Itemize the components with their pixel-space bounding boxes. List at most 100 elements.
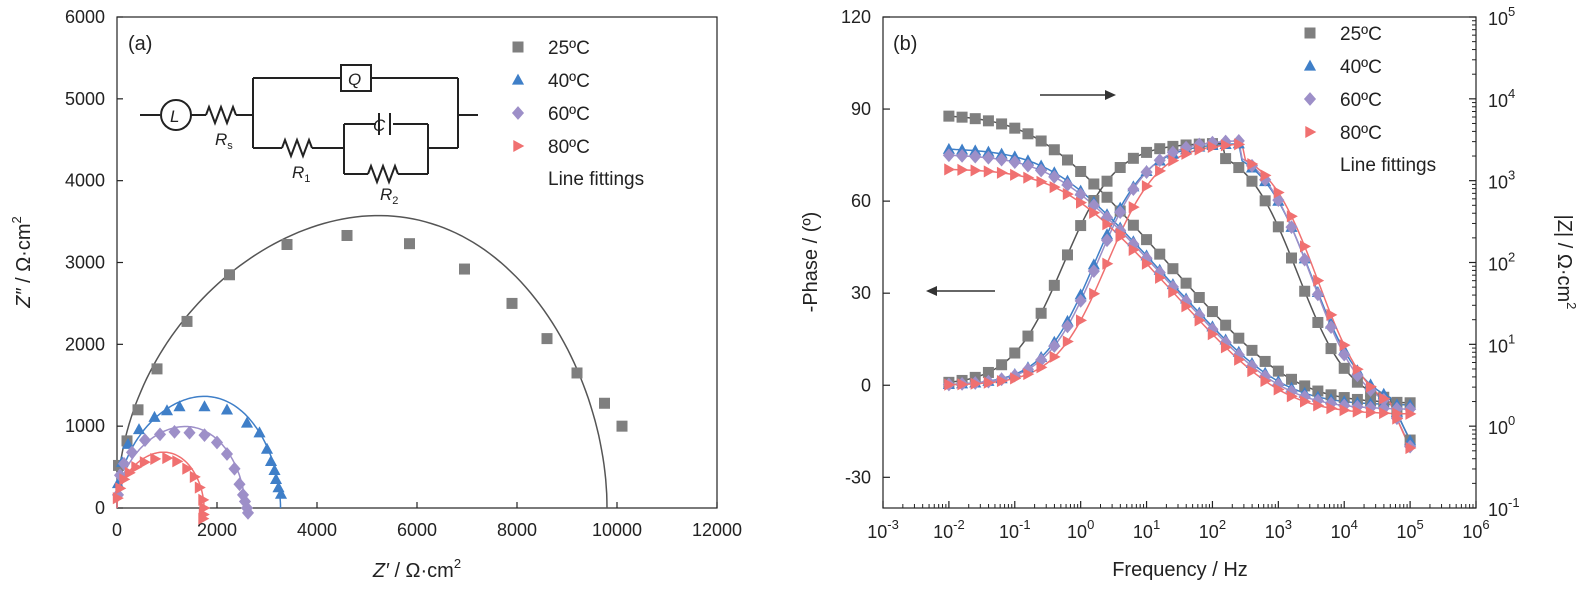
marker-modulus-80 bbox=[1326, 402, 1338, 415]
marker-modulus-80 bbox=[1023, 171, 1035, 184]
marker-a-80 bbox=[119, 473, 131, 486]
marker-a-80 bbox=[194, 481, 206, 494]
circuit-label-r1-sub: 1 bbox=[304, 173, 310, 185]
marker-modulus-25 bbox=[1193, 292, 1205, 304]
legend-b-item-60: 60ºC bbox=[1340, 90, 1382, 111]
legend-a-item-60: 60ºC bbox=[548, 104, 590, 125]
marker-modulus-80 bbox=[1339, 404, 1351, 417]
y-tick-exp-right-b: 5 bbox=[1508, 4, 1515, 19]
circuit-resistor-r2 bbox=[367, 163, 399, 185]
x-axis-var-a: Z′ bbox=[372, 560, 390, 582]
marker-phase-25 bbox=[1286, 252, 1298, 264]
y-tick-label-left-b: 30 bbox=[851, 283, 871, 303]
y-tick-label-a: 3000 bbox=[65, 253, 105, 273]
marker-phase-80 bbox=[1023, 368, 1035, 381]
marker-phase-80 bbox=[1102, 257, 1114, 270]
y-tick-base-right-b: 10 bbox=[1488, 336, 1508, 356]
x-tick-label-b: 102 bbox=[1199, 517, 1226, 542]
x-tick-exp-b: 6 bbox=[1482, 517, 1489, 532]
marker-a-40 bbox=[274, 487, 288, 499]
svg-text:R2: R2 bbox=[380, 185, 398, 207]
x-tick-base-b: 10 bbox=[1067, 522, 1087, 542]
marker-modulus-80 bbox=[1220, 341, 1232, 354]
marker-phase-80 bbox=[1352, 363, 1364, 376]
marker-a-60 bbox=[220, 447, 234, 461]
y-tick-label-right-b: 100 bbox=[1488, 413, 1515, 438]
y-axis-right-unit-b: / Ω·cm bbox=[1553, 237, 1575, 302]
marker-a-80 bbox=[115, 482, 127, 495]
y-tick-label-left-b: 90 bbox=[851, 99, 871, 119]
marker-modulus-25 bbox=[1180, 277, 1192, 289]
marker-modulus-80 bbox=[944, 163, 956, 176]
marker-phase-25 bbox=[1272, 221, 1284, 233]
marker-modulus-80 bbox=[1181, 300, 1193, 313]
y-tick-exp-right-b: 0 bbox=[1508, 413, 1515, 428]
marker-a-25 bbox=[599, 397, 610, 409]
marker-a-60 bbox=[168, 425, 181, 439]
x-tick-exp-b: 1 bbox=[1153, 517, 1160, 532]
marker-phase-80 bbox=[1128, 201, 1140, 214]
x-tick-label-b: 10-1 bbox=[999, 517, 1031, 542]
marker-phase-80 bbox=[1049, 350, 1061, 363]
circuit-label-r2: R bbox=[380, 185, 392, 204]
marker-a-80 bbox=[189, 470, 201, 483]
marker-modulus-60 bbox=[1048, 170, 1061, 184]
y-tick-label-a: 1000 bbox=[65, 416, 105, 436]
marker-a-25 bbox=[459, 263, 470, 275]
y-axis-title-a: Z″ / Ω·cm2 bbox=[9, 216, 35, 308]
marker-modulus-60 bbox=[1035, 163, 1048, 178]
x-axis-title-b: Frequency / Hz bbox=[1112, 559, 1248, 581]
markers-a bbox=[111, 229, 628, 525]
marker-modulus-25 bbox=[1154, 248, 1166, 260]
marker-phase-80 bbox=[1075, 314, 1087, 327]
circuit-label-r1: R bbox=[292, 163, 304, 182]
x-tick-base-b: 10 bbox=[1265, 522, 1285, 542]
marker-phase-25 bbox=[1114, 161, 1126, 173]
marker-modulus-80 bbox=[1260, 374, 1272, 388]
marker-phase-25 bbox=[1259, 195, 1271, 207]
marker-modulus-25 bbox=[1246, 344, 1258, 356]
legend-a-item-80: 80ºC bbox=[548, 137, 590, 158]
marker-modulus-25 bbox=[1167, 263, 1179, 275]
marker-phase-25 bbox=[1048, 279, 1060, 291]
marker-modulus-80 bbox=[1234, 353, 1246, 366]
marker-modulus-80 bbox=[1155, 271, 1167, 284]
panel-a-label: (a) bbox=[128, 33, 152, 55]
marker-a-80 bbox=[112, 492, 124, 505]
legend-b-symbol-40 bbox=[1303, 59, 1317, 71]
marker-modulus-80 bbox=[1352, 405, 1364, 418]
y-tick-label-right-b: 103 bbox=[1488, 168, 1515, 193]
marker-phase-80 bbox=[1089, 287, 1101, 300]
circuit-label-q: Q bbox=[348, 70, 361, 89]
y-tick-label-a: 5000 bbox=[65, 89, 105, 109]
marker-a-40 bbox=[264, 455, 278, 467]
legend-a-item-fit: Line fittings bbox=[548, 169, 644, 190]
marker-modulus-25 bbox=[996, 118, 1008, 130]
marker-a-25 bbox=[132, 404, 144, 416]
marker-phase-25 bbox=[1127, 152, 1139, 164]
x-tick-label-b: 100 bbox=[1067, 517, 1094, 542]
panel-b-label: (b) bbox=[893, 33, 917, 55]
marker-a-25 bbox=[616, 420, 628, 432]
marker-phase-80 bbox=[1168, 154, 1180, 167]
legend-b-symbol-25 bbox=[1304, 27, 1316, 39]
marker-phase-80 bbox=[944, 378, 956, 391]
x-tick-label-b: 103 bbox=[1265, 517, 1292, 542]
marker-modulus-80 bbox=[970, 164, 982, 177]
marker-phase-80 bbox=[1273, 186, 1285, 199]
circuit-labels: L Q C Rs R1 R2 bbox=[170, 70, 398, 207]
x-tick-label-a: 0 bbox=[112, 520, 122, 540]
y-axis-unit-a: / Ω·cm bbox=[13, 223, 35, 288]
marker-phase-25 bbox=[1061, 249, 1073, 261]
marker-a-40 bbox=[269, 473, 283, 485]
y-tick-exp-right-b: -1 bbox=[1508, 495, 1520, 510]
marker-phase-60 bbox=[1338, 347, 1351, 362]
y-axis-unit-exp-a: 2 bbox=[9, 216, 24, 223]
marker-modulus-25 bbox=[982, 115, 994, 127]
svg-text:Rs: Rs bbox=[215, 130, 233, 152]
marker-phase-25 bbox=[1325, 343, 1337, 355]
y-tick-label-right-b: 105 bbox=[1488, 4, 1515, 29]
marker-phase-80 bbox=[1339, 339, 1351, 352]
marker-phase-25 bbox=[1233, 162, 1245, 174]
marker-phase-80 bbox=[957, 378, 969, 391]
